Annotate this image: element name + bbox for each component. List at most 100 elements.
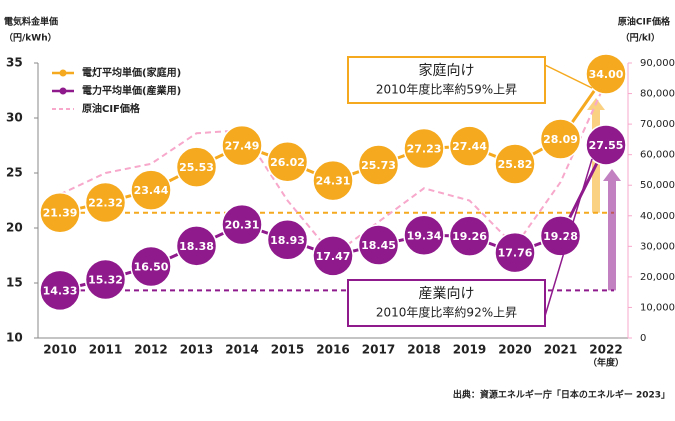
y2-tick-label: 80,000 [640,89,675,100]
y-tick-label: 25 [6,166,23,180]
data-point [403,214,445,257]
legend-marker [59,69,67,77]
data-point [357,144,400,186]
x-tick-label: 2018 [407,343,440,357]
data-label: 16.50 [134,261,169,274]
y-axis-title: 電気料金単価 [4,16,58,28]
data-point [175,146,218,188]
data-label: 26.02 [270,156,305,169]
annotation-title: 産業向け [419,286,475,302]
data-label: 28.09 [543,133,578,146]
data-label: 19.34 [407,229,442,242]
annotation-title: 家庭向け [419,62,475,79]
x-tick-label: 2013 [180,343,213,357]
y-axis-unit: （円/kWh） [4,33,57,44]
data-label: 18.38 [179,240,214,253]
data-point [84,181,127,224]
data-point [130,245,172,288]
y-tick-label: 10 [6,331,23,345]
data-label: 27.49 [225,140,260,153]
data-point [39,269,81,312]
data-point [585,53,627,95]
data-point [448,215,491,257]
y2-tick-label: 0 [640,333,646,344]
legend-marker [59,87,67,95]
annotation-box [347,279,546,327]
y2-tick-label: 20,000 [640,272,675,283]
data-label: 24.31 [316,175,351,188]
data-point [221,124,263,167]
data-label: 27.55 [589,139,624,152]
data-label: 20.31 [225,219,260,232]
y2-axis-unit: （円/kl） [621,33,660,44]
annotation-text: 2010年度比率約59%上昇 [376,82,517,97]
legend-label: 電力平均単価(産業用) [82,84,181,97]
x-tick-label: 2014 [225,343,258,357]
data-label: 25.73 [361,159,396,172]
data-label: 17.76 [498,247,533,260]
x-tick-label: 2019 [453,343,486,357]
y2-tick-label: 10,000 [640,302,675,313]
data-label: 18.45 [361,239,396,252]
data-point [539,118,582,160]
annotation-text: 2010年度比率約92%上昇 [376,305,517,320]
y-tick-label: 35 [6,56,23,70]
source: 出典：資源エネルギー庁「日本のエネルギー 2023」 [453,389,670,401]
data-point [39,191,81,234]
data-point [494,231,536,274]
data-point [448,125,491,167]
y2-tick-label: 50,000 [640,180,675,191]
data-label: 19.26 [452,230,487,243]
data-point [312,159,354,202]
data-point [130,169,172,211]
annotation-connector [544,64,593,89]
data-point [357,224,400,266]
x-tick-label: 2015 [271,343,304,357]
x-tick-label: 2020 [498,343,531,357]
y-tick-label: 30 [6,111,23,125]
data-point [539,215,582,257]
data-point [266,219,309,261]
y2-axis-title: 原油CIF価格 [618,16,671,28]
data-point [84,258,127,301]
y2-tick-label: 60,000 [640,150,675,161]
y2-tick-label: 90,000 [640,58,675,69]
x-tick-label: 2010 [43,343,76,357]
data-point [266,141,309,183]
data-label: 18.93 [270,234,305,247]
y2-tick-label: 70,000 [640,119,675,130]
data-point [403,127,445,170]
x-tick-label: 2022 [589,343,622,357]
data-point [175,225,218,267]
data-label: 19.28 [543,230,578,243]
legend-label: 電灯平均単価(家庭用) [82,66,181,79]
x-tick-label: 2016 [316,343,349,357]
data-label: 17.47 [316,250,351,263]
data-point [494,143,536,185]
x-tick-label: 2017 [362,343,395,357]
data-label: 27.23 [407,142,442,155]
x-tick-label: 2021 [544,343,577,357]
annotation-connector [544,158,593,317]
y2-tick-label: 30,000 [640,241,675,252]
legend-label: 原油CIF価格 [82,102,141,115]
data-label: 21.39 [43,207,78,220]
data-label: 22.32 [88,196,123,209]
rise-arrow [603,168,621,291]
x-tick-label: 2012 [134,343,167,357]
data-point [585,124,627,166]
x-tick-label: 2011 [89,343,122,357]
annotation-box [347,56,546,104]
data-label: 25.53 [179,161,214,174]
data-label: 14.33 [43,284,78,297]
x-axis-unit: （年度） [588,357,624,369]
y-tick-label: 15 [6,276,23,290]
data-point [221,203,263,246]
y2-tick-label: 40,000 [640,211,675,222]
data-label: 23.44 [134,184,169,197]
data-point [312,235,354,277]
data-label: 27.44 [452,140,487,153]
y-tick-label: 20 [6,221,23,235]
data-label: 25.82 [498,158,533,171]
